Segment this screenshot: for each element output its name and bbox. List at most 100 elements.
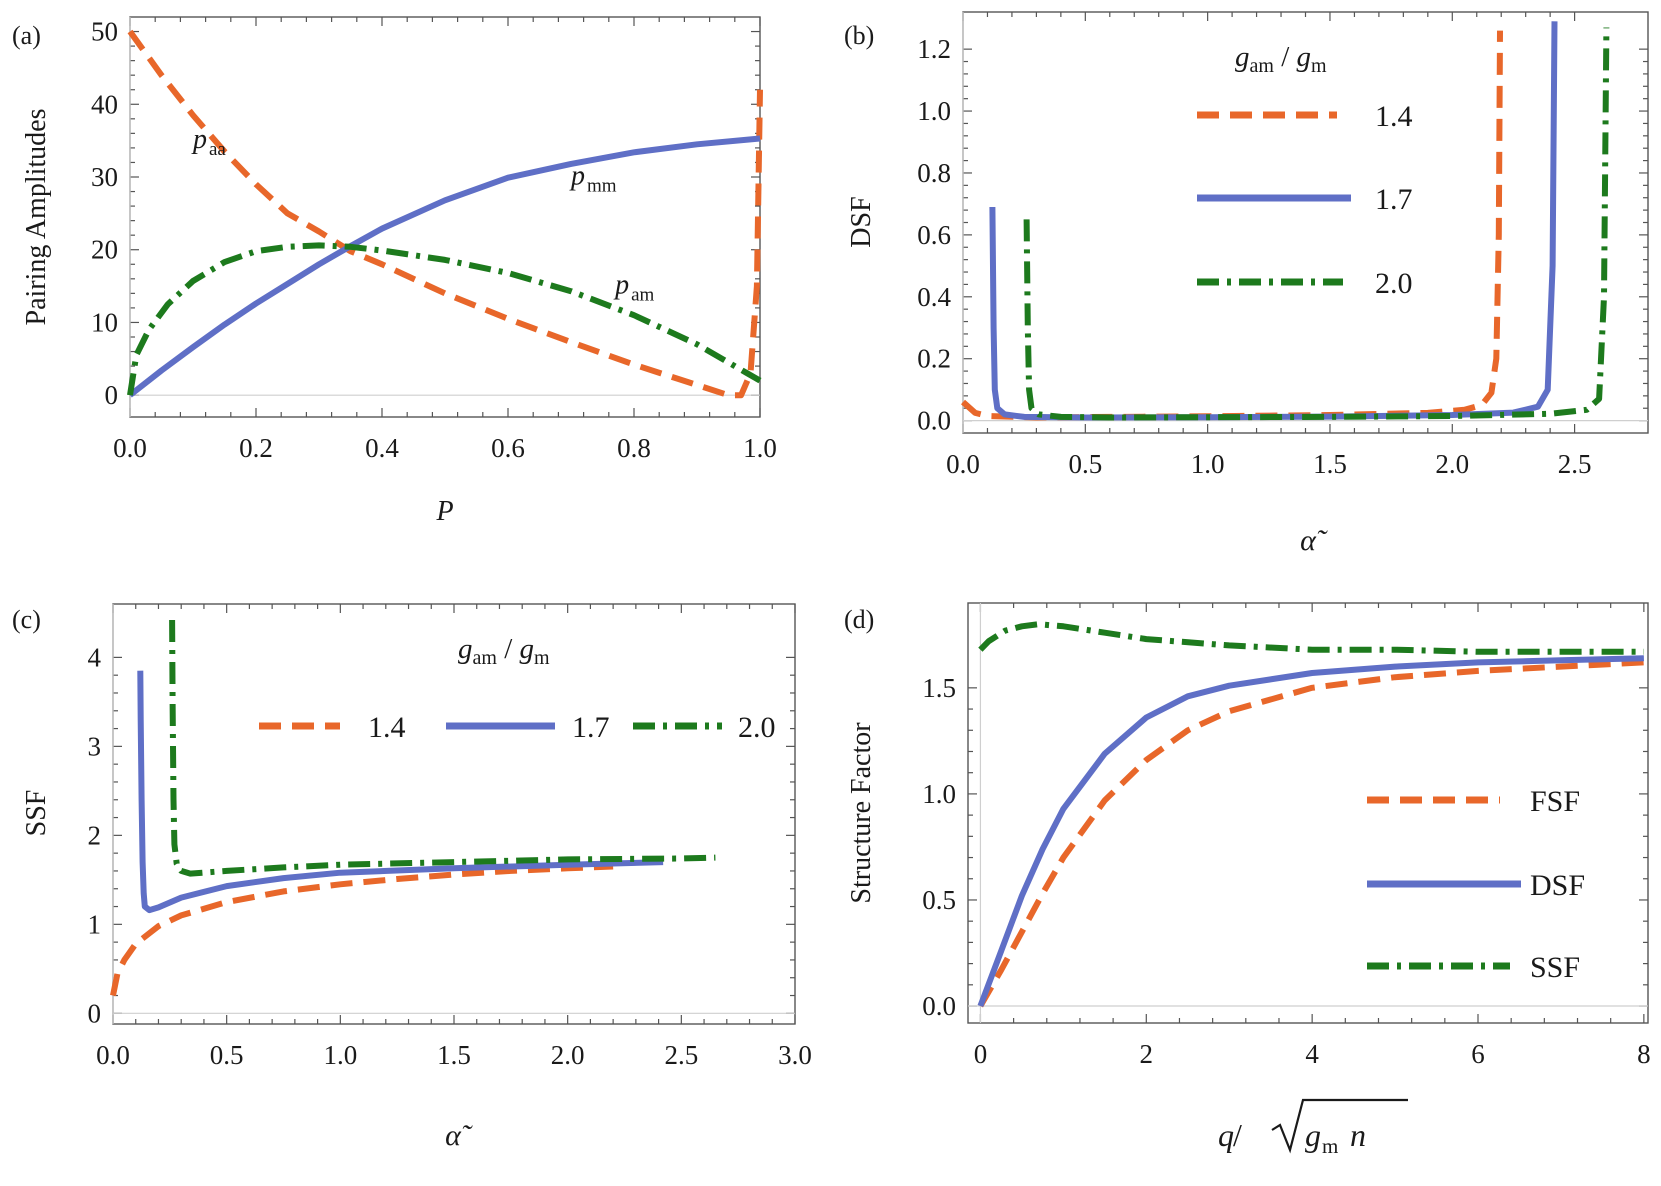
panel-c-ticks bbox=[112, 604, 796, 1024]
panel-d-xtick-label: 6 bbox=[1471, 1039, 1485, 1069]
panel-c-ytick-label: 2 bbox=[88, 820, 102, 850]
panel-a-ylabel: Pairing Amplitudes bbox=[21, 109, 52, 326]
panel-b-xtick-label: 2.0 bbox=[1435, 449, 1469, 479]
panel-c: (c) 0.0 0.5 1.0 1.5 2.0 2.5 3.0 0 1 2 3 4 gam / gm … bbox=[12, 603, 812, 1152]
panel-c-tick-labels: 0.0 0.5 1.0 1.5 2.0 2.5 3.0 0 1 2 3 4 bbox=[88, 642, 812, 1070]
panel-c-ytick-label: 3 bbox=[88, 731, 102, 761]
panel-c-legend: gam / gm 1.4 1.7 2.0 bbox=[259, 633, 776, 744]
panel-c-ylabel: SSF bbox=[21, 790, 52, 837]
panel-a-frame bbox=[129, 16, 761, 418]
panel-b-ytick-label: 0.8 bbox=[917, 158, 951, 188]
panel-a-ytick-label: 0 bbox=[105, 380, 119, 410]
panel-c-legend-label-1.7: 1.7 bbox=[572, 711, 610, 744]
panel-a-ytick-label: 10 bbox=[91, 307, 118, 337]
panel-c-frame bbox=[112, 603, 796, 1025]
panel-b-ticks bbox=[962, 12, 1648, 433]
panel-a-tick-labels: 0.0 0.2 0.4 0.6 0.8 1.0 0 10 20 30 40 50 bbox=[91, 17, 777, 463]
panel-d-series bbox=[977, 621, 1645, 1008]
annotation-p-aa: p aa bbox=[191, 124, 226, 160]
panel-b-legend-label-1.4: 1.4 bbox=[1375, 100, 1413, 133]
panel-a-series-p-aa bbox=[127, 29, 763, 399]
panel-d-xlabel-n: n bbox=[1350, 1117, 1366, 1153]
panel-d-legend-label-fsf: FSF bbox=[1530, 785, 1580, 818]
panel-d-xlabel-g: g bbox=[1305, 1117, 1321, 1153]
annotation-p-mm: p mm bbox=[569, 160, 617, 196]
panel-d-legend: FSF DSF SSF bbox=[1367, 785, 1585, 984]
panel-a-label: (a) bbox=[12, 21, 41, 50]
panel-b-series bbox=[961, 21, 1610, 421]
panel-d-legend-label-ssf: SSF bbox=[1530, 951, 1580, 984]
panel-a-xtick-label: 0.0 bbox=[113, 433, 147, 463]
panel-c-zero-lines bbox=[112, 604, 795, 1024]
panel-c-legend-label-2.0: 2.0 bbox=[738, 711, 776, 744]
panel-c-ytick-label: 1 bbox=[88, 909, 102, 939]
panel-b-xtick-label: 2.5 bbox=[1558, 449, 1592, 479]
panel-c-xtick-label: 2.0 bbox=[551, 1040, 585, 1070]
panel-b-xtick-label: 0.0 bbox=[946, 449, 980, 479]
panel-c-ytick-label: 4 bbox=[88, 642, 102, 672]
panel-c-xtick-label: 0.5 bbox=[210, 1040, 244, 1070]
panel-c-series-1.7 bbox=[137, 670, 664, 914]
panel-b-series-1.4 bbox=[961, 30, 1503, 421]
panel-b-ytick-label: 1.2 bbox=[917, 34, 951, 64]
panel-d-xlabel: q / g m n bbox=[1218, 1098, 1408, 1158]
annotation-p-mm-sub: mm bbox=[587, 175, 617, 196]
annotation-p-am-sub: am bbox=[631, 284, 654, 305]
panel-d: (d) 0 2 4 6 8 0.0 0.5 1.0 1.5 FSF DSF SSF Struct… bbox=[844, 602, 1651, 1158]
panel-a-series-p-mm bbox=[128, 135, 761, 398]
panel-d-series-ssf bbox=[978, 621, 1644, 655]
panel-a-ytick-label: 30 bbox=[91, 162, 118, 192]
panel-d-label: (d) bbox=[844, 605, 874, 634]
panel-c-series-1.4 bbox=[110, 863, 614, 997]
panel-b-ylabel: DSF bbox=[846, 196, 877, 247]
panel-b-legend-label-1.7: 1.7 bbox=[1375, 183, 1413, 216]
panel-b-zero-lines bbox=[962, 12, 1648, 433]
panel-d-xlabel-sub: m bbox=[1322, 1134, 1338, 1158]
panel-c-xtick-label: 2.5 bbox=[664, 1040, 698, 1070]
panel-c-legend-title: gam / gm bbox=[458, 633, 550, 669]
panel-d-xtick-label: 2 bbox=[1140, 1039, 1154, 1069]
panel-b-ytick-label: 0.4 bbox=[917, 282, 951, 312]
panel-b-ytick-label: 0.0 bbox=[917, 406, 951, 436]
panel-b-label: (b) bbox=[844, 21, 874, 50]
panel-c-ytick-label: 0 bbox=[88, 998, 102, 1028]
panel-d-xlabel-slash: / bbox=[1233, 1117, 1242, 1153]
panel-b-ytick-label: 0.2 bbox=[917, 344, 951, 374]
panel-b-xtick-label: 1.5 bbox=[1313, 449, 1347, 479]
panel-b-legend-title: gam / gm bbox=[1235, 41, 1327, 77]
panel-b-xtick-label: 0.5 bbox=[1068, 449, 1102, 479]
panel-b-frame bbox=[962, 11, 1649, 434]
panel-d-xtick-label: 8 bbox=[1637, 1039, 1651, 1069]
panel-a-series bbox=[127, 29, 763, 399]
panel-a-series-p-am bbox=[127, 242, 762, 396]
panel-a-xtick-label: 0.4 bbox=[365, 433, 399, 463]
panel-c-xtick-label: 1.5 bbox=[437, 1040, 471, 1070]
panel-d-series-dsf bbox=[977, 655, 1644, 1008]
panel-d-ytick-label: 1.0 bbox=[922, 779, 956, 809]
annotation-p-am-main: p bbox=[613, 269, 629, 300]
panel-b-xtick-label: 1.0 bbox=[1191, 449, 1225, 479]
panel-c-xtick-label: 0.0 bbox=[96, 1040, 130, 1070]
panel-d-tick-labels: 0 2 4 6 8 0.0 0.5 1.0 1.5 bbox=[922, 673, 1650, 1069]
panel-b-ytick-label: 0.6 bbox=[917, 220, 951, 250]
panel-a-xtick-label: 0.2 bbox=[239, 433, 273, 463]
annotation-p-mm-main: p bbox=[569, 160, 585, 191]
panel-d-xlabel-q: q bbox=[1218, 1117, 1234, 1153]
panel-a-zero-lines bbox=[129, 17, 760, 417]
sqrt-radical-icon bbox=[1271, 1098, 1408, 1154]
panel-c-xtick-label: 1.0 bbox=[323, 1040, 357, 1070]
panel-d-ylabel: Structure Factor bbox=[846, 722, 877, 904]
panel-a-ticks bbox=[129, 17, 761, 417]
panel-a: (a) 0.0 0.2 0.4 0.6 0.8 1.0 0 10 20 30 40 50 p aa p… bbox=[12, 16, 777, 527]
panel-d-ytick-label: 1.5 bbox=[922, 673, 956, 703]
annotation-p-am: p am bbox=[613, 269, 654, 305]
panel-b: (b) 0.0 0.5 1.0 1.5 2.0 2.5 0.0 0.2 0.4 0.6 0.8 1.0… bbox=[844, 11, 1649, 557]
panel-c-series-2.0 bbox=[169, 619, 716, 877]
panel-d-xtick-label: 4 bbox=[1305, 1039, 1319, 1069]
panel-c-legend-label-1.4: 1.4 bbox=[368, 711, 406, 744]
panel-d-xtick-label: 0 bbox=[974, 1039, 988, 1069]
panel-d-ytick-label: 0.5 bbox=[922, 885, 956, 915]
panel-b-tick-labels: 0.0 0.5 1.0 1.5 2.0 2.5 0.0 0.2 0.4 0.6 0.8 1.0 1.2 bbox=[917, 34, 1591, 479]
panel-d-series-fsf bbox=[977, 659, 1645, 1008]
